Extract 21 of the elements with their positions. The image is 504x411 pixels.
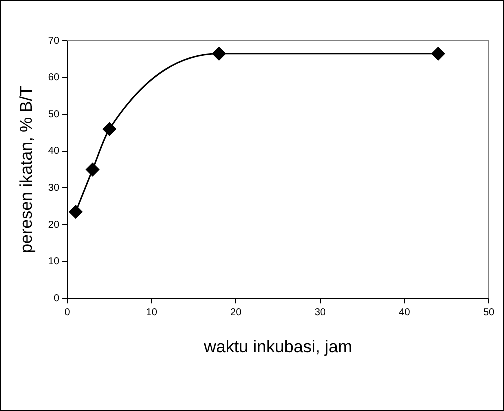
y-tick-label: 10 [48, 256, 60, 268]
point [432, 47, 446, 61]
y-tick-label: 30 [48, 182, 60, 194]
x-tick-label: 10 [146, 307, 158, 318]
y-tick-label: 50 [48, 109, 60, 120]
point [69, 205, 83, 219]
point [86, 163, 100, 177]
y-axis-title: peresen ikatan, % B/T [16, 86, 36, 254]
y-tick-label: 60 [48, 72, 60, 84]
y-tick-label: 70 [48, 36, 60, 47]
y-tick-label: 20 [48, 220, 60, 231]
x-tick-label: 0 [64, 307, 71, 318]
x-tick-label: 50 [483, 307, 495, 318]
y-tick-label: 0 [54, 293, 60, 304]
x-tick-label: 30 [314, 307, 326, 318]
x-tick-label: 20 [230, 307, 242, 318]
y-tick-label: 40 [48, 146, 60, 158]
x-axis-title: waktu inkubasi, jam [203, 337, 352, 356]
point [102, 122, 116, 136]
x-tick-label: 40 [399, 307, 411, 318]
point [212, 47, 226, 61]
